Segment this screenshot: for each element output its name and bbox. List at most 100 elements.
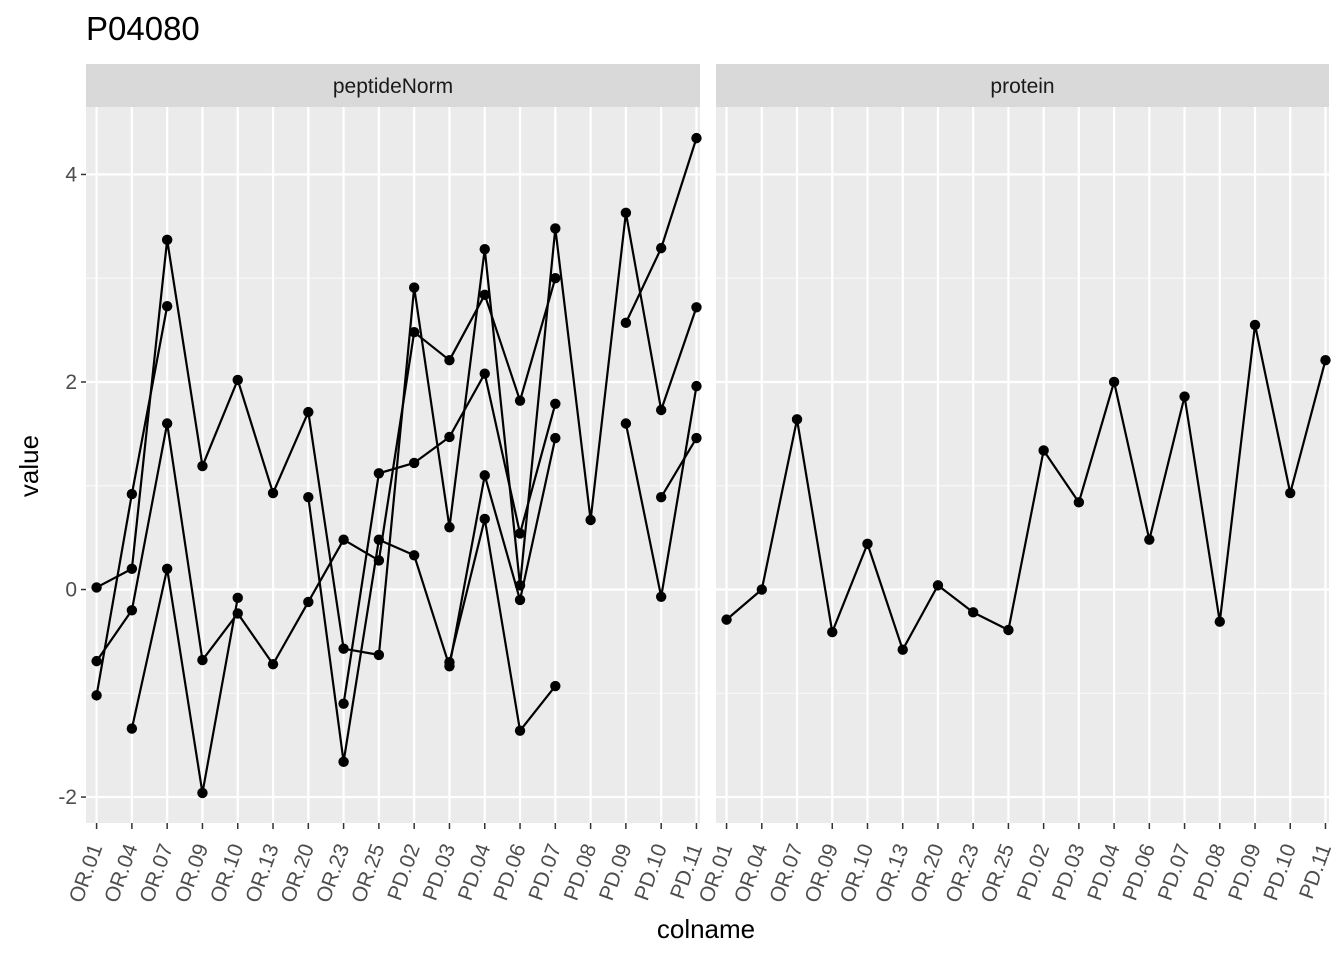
facet-strip-label: protein xyxy=(990,75,1054,98)
data-point xyxy=(1249,319,1261,331)
data-point xyxy=(691,380,702,392)
data-point xyxy=(161,563,173,574)
data-point xyxy=(373,468,385,479)
data-point xyxy=(550,398,561,409)
data-point xyxy=(408,457,420,469)
data-point xyxy=(655,491,667,503)
data-point xyxy=(303,406,314,418)
data-point xyxy=(550,273,561,284)
data-point xyxy=(479,513,490,525)
data-point xyxy=(514,528,526,539)
data-point xyxy=(620,207,632,219)
data-point xyxy=(267,487,279,499)
data-point xyxy=(1214,616,1225,627)
x-tick-label: PD.11 xyxy=(1295,841,1336,902)
series xyxy=(721,319,1331,655)
y-tick-label: 4 xyxy=(65,163,77,186)
data-point xyxy=(444,354,455,366)
data-point xyxy=(827,626,838,638)
data-point xyxy=(161,301,173,312)
data-point xyxy=(862,538,873,550)
data-point xyxy=(655,591,667,602)
data-point xyxy=(408,326,420,338)
data-point xyxy=(655,242,667,254)
panel-background xyxy=(716,107,1329,823)
series xyxy=(444,513,561,736)
data-point xyxy=(126,488,138,500)
data-point xyxy=(620,317,632,329)
series-line xyxy=(307,437,557,763)
chart-title: P04080 xyxy=(86,10,200,47)
data-point xyxy=(514,395,526,406)
series-line xyxy=(96,211,698,656)
data-point xyxy=(655,404,667,416)
data-point xyxy=(232,592,243,604)
series-line xyxy=(130,567,239,795)
data-point xyxy=(791,414,803,425)
panels: -2024peptideNormOR.01OR.04OR.07OR.09OR.1… xyxy=(58,64,1336,906)
data-point xyxy=(620,418,632,429)
y-tick-label: 2 xyxy=(65,371,77,394)
data-point xyxy=(550,223,561,234)
series xyxy=(91,207,702,661)
panel-peptideNorm: peptideNormOR.01OR.04OR.07OR.09OR.10OR.1… xyxy=(65,64,707,906)
data-point xyxy=(932,580,944,591)
x-axis-title: colname xyxy=(657,914,755,944)
data-point xyxy=(967,607,979,618)
data-point xyxy=(444,656,455,668)
data-point xyxy=(1144,534,1155,545)
data-point xyxy=(479,368,490,379)
data-point xyxy=(197,654,208,666)
data-point xyxy=(373,534,385,545)
data-point xyxy=(444,431,455,443)
y-tick-label: 0 xyxy=(65,579,77,602)
series-line xyxy=(95,277,557,666)
panel-protein: proteinOR.01OR.04OR.07OR.09OR.10OR.13OR.… xyxy=(695,64,1336,906)
facet-strip-label: peptideNorm xyxy=(333,75,453,98)
data-point xyxy=(479,289,490,301)
facet-strip xyxy=(86,64,700,107)
data-point xyxy=(897,644,908,655)
data-point xyxy=(91,582,102,593)
data-point xyxy=(1285,487,1296,499)
data-point xyxy=(1038,445,1049,456)
series-line xyxy=(660,437,698,498)
data-point xyxy=(232,374,243,386)
data-point xyxy=(514,594,526,606)
facet-strip xyxy=(716,64,1329,107)
y-tick-label: -2 xyxy=(58,786,77,809)
data-point xyxy=(756,584,767,595)
data-point xyxy=(161,234,173,246)
data-point xyxy=(691,132,702,144)
data-point xyxy=(338,534,349,545)
data-point xyxy=(550,680,561,692)
data-point xyxy=(1003,624,1014,636)
series-line xyxy=(448,517,557,732)
data-point xyxy=(1108,376,1120,388)
data-point xyxy=(126,605,138,616)
data-point xyxy=(338,698,349,709)
series xyxy=(91,301,702,709)
y-axis-title: value xyxy=(14,435,44,497)
data-point xyxy=(91,655,102,667)
data-point xyxy=(338,643,349,654)
data-point xyxy=(444,522,455,533)
data-point xyxy=(161,418,173,429)
data-point xyxy=(1073,497,1085,508)
data-point xyxy=(373,649,385,661)
series xyxy=(126,432,702,799)
data-point xyxy=(408,550,420,561)
data-point xyxy=(479,243,490,255)
data-point xyxy=(267,659,279,670)
data-point xyxy=(1179,391,1190,402)
data-point xyxy=(197,787,208,799)
data-point xyxy=(585,514,596,526)
series-line xyxy=(725,323,1327,651)
data-point xyxy=(479,470,490,481)
data-point xyxy=(126,563,138,574)
data-point xyxy=(126,723,138,734)
data-point xyxy=(1320,354,1331,366)
data-point xyxy=(197,460,208,472)
data-point xyxy=(91,690,102,701)
